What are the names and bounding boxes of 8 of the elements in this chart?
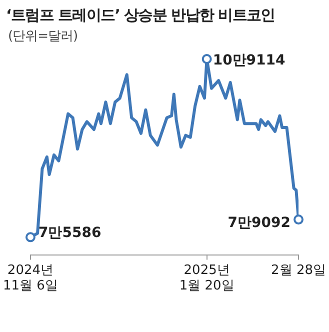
chart-subtitle: (단위=달러) <box>7 28 79 45</box>
x-tick-label: 2025년 1월 20일 <box>179 262 234 294</box>
chart-title: ‘트럼프 트레이드’ 상승분 반납한 비트코인 <box>5 5 276 25</box>
annotation: 7만5586 <box>38 224 102 241</box>
annotation: 10만9114 <box>212 52 286 69</box>
annotation: 7만9092 <box>228 215 291 232</box>
x-tick-label: 2월 28일 <box>271 262 326 278</box>
x-tick-label: 2024년 11월 6일 <box>2 262 58 294</box>
